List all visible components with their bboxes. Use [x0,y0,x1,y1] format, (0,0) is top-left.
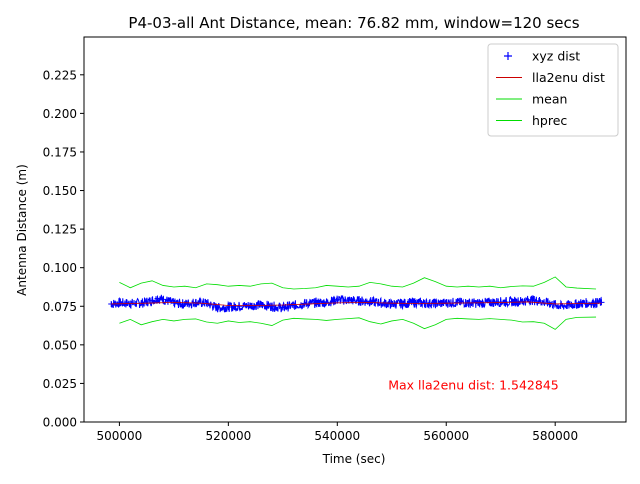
xyz-dist-point [590,299,597,306]
mean-line [119,276,597,290]
legend-item: xyz dist [504,49,580,64]
legend-label: lla2enu dist [532,70,605,85]
x-tick-label: 540000 [314,429,360,443]
series-lla2enu-dist [111,301,602,306]
xyz-dist-point [323,299,330,306]
max-dist-annotation: Max lla2enu dist: 1.542845 [388,378,559,393]
xyz-dist-point [225,304,232,311]
legend-item: hprec [496,113,567,128]
y-tick-label: 0.200 [43,107,77,121]
chart-title: P4-03-all Ant Distance, mean: 76.82 mm, … [128,14,579,32]
x-tick-label: 580000 [532,429,578,443]
y-tick-label: 0.050 [43,338,77,352]
y-tick-label: 0.150 [43,184,77,198]
y-tick-label: 0.175 [43,145,77,159]
xyz-dist-point [214,304,221,311]
series-mean [119,276,597,290]
xyz-dist-point [519,298,526,305]
legend-item: lla2enu dist [496,70,605,85]
xyz-dist-point [568,301,575,308]
xyz-dist-point [159,296,166,303]
legend-item: mean [496,92,567,107]
legend-label: hprec [532,113,567,128]
xyz-dist-point [258,301,265,308]
xyz-dist-point [170,300,177,307]
y-tick-label: 0.075 [43,300,77,314]
legend-marker [504,52,512,60]
y-tick-label: 0.125 [43,223,77,237]
legend-label: xyz dist [532,49,580,64]
y-tick-label: 0.225 [43,68,77,82]
xyz-dist-point [508,298,515,305]
x-tick-label: 520000 [205,429,251,443]
plot-layer [108,276,605,330]
legend-box [487,43,619,137]
x-tick-label: 560000 [423,429,469,443]
lla2enu-dist-line [111,301,602,306]
x-tick-label: 500000 [97,429,143,443]
hprec-line [119,316,597,330]
legend-label: mean [532,92,567,107]
xyz-dist-point [366,298,373,305]
xyz-dist-point [290,302,297,309]
y-tick-label: 0.100 [43,261,77,275]
xyz-dist-point [312,299,319,306]
xyz-dist-point [497,298,504,305]
axes-layer: 500000 520000 540000 560000 580000 0.000 0.025… [43,36,627,443]
xyz-dist-point [388,300,395,307]
xyz-dist-point [279,304,286,311]
xyz-dist-point [334,296,341,303]
y-tick-label: 0.000 [43,416,77,430]
xyz-dist-point [598,299,605,306]
xyz-dist-point [181,300,188,307]
y-tick-label: 0.025 [43,377,77,391]
xyz-dist-point [345,297,352,304]
xyz-dist-point [236,303,243,310]
xyz-dist-point [410,299,417,306]
xyz-dist-point [192,299,199,306]
xyz-dist-point [116,299,123,306]
series-hprec [119,316,597,330]
xyz-dist-point [149,297,156,304]
xyz-dist-point [454,299,461,306]
xyz-dist-point [268,303,275,310]
xyz-dist-point [154,295,161,302]
x-axis-label: Time (sec) [322,452,386,466]
legend: xyz dist lla2enu dist mean hprec [487,43,619,137]
y-axis-label: Antenna Distance (m) [15,164,29,296]
xyz-dist-point [301,300,308,307]
